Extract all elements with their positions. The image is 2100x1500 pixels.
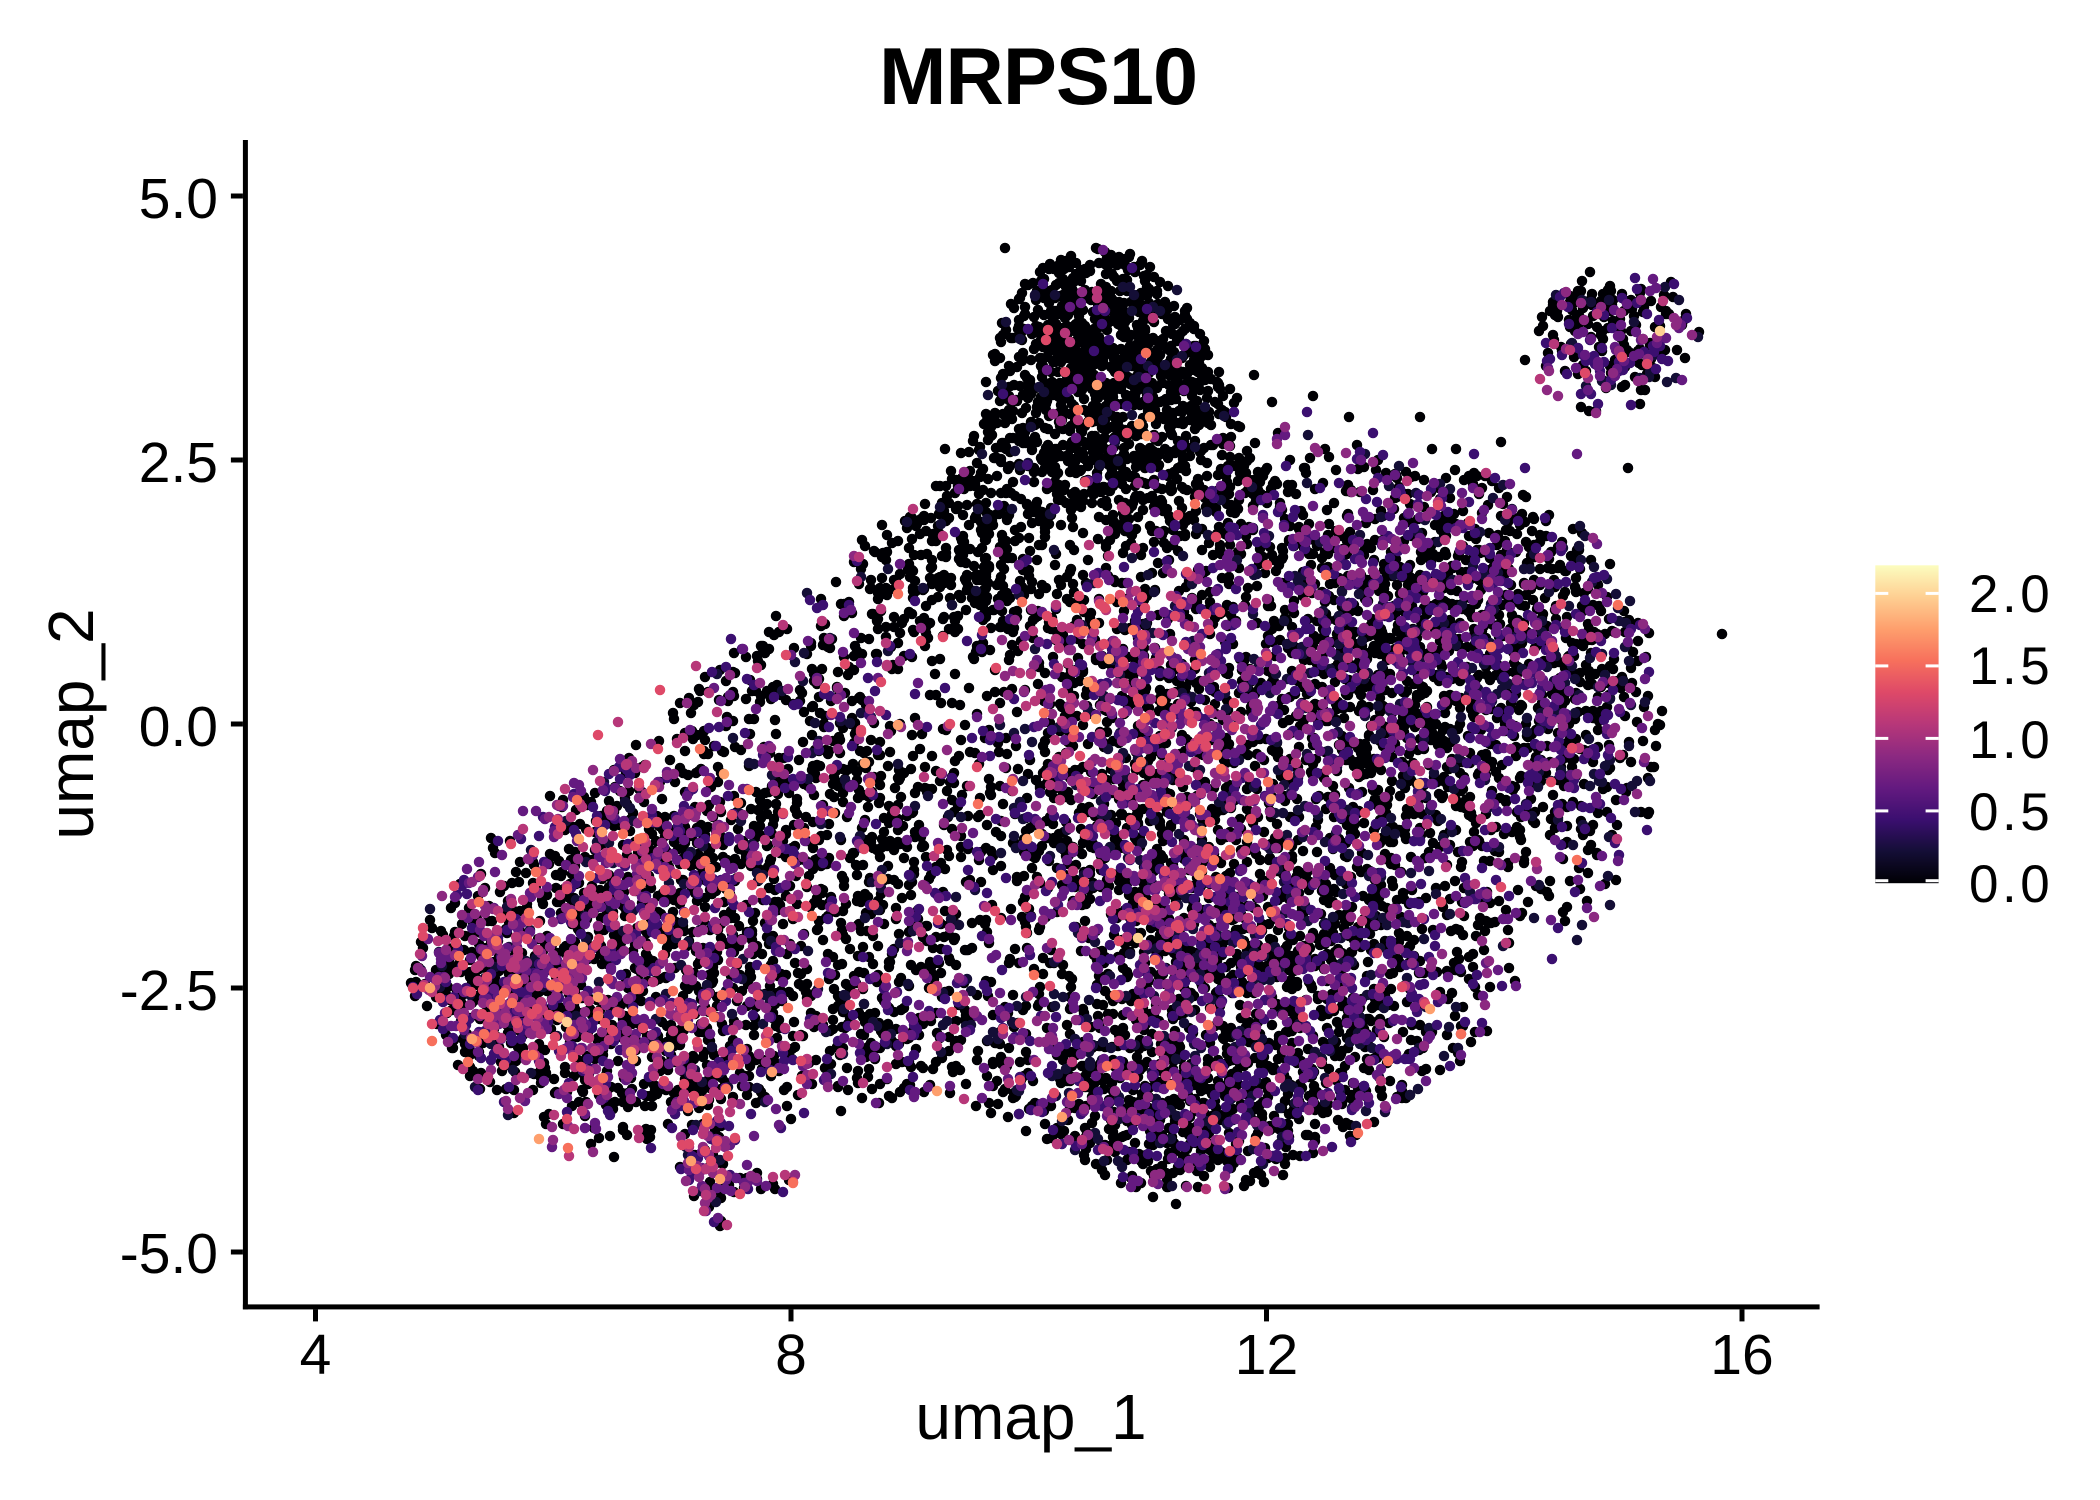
svg-text:16: 16 — [1710, 1323, 1773, 1387]
svg-text:5.0: 5.0 — [139, 167, 218, 231]
svg-text:0.0: 0.0 — [1969, 855, 2053, 914]
svg-text:umap_1: umap_1 — [915, 1381, 1146, 1453]
svg-text:umap_2: umap_2 — [35, 608, 107, 839]
svg-text:2.0: 2.0 — [1969, 565, 2053, 624]
svg-text:12: 12 — [1235, 1323, 1298, 1387]
svg-text:4: 4 — [300, 1323, 332, 1387]
svg-text:MRPS10: MRPS10 — [879, 32, 1197, 122]
svg-text:1.0: 1.0 — [1969, 711, 2053, 770]
svg-text:-2.5: -2.5 — [120, 959, 218, 1023]
svg-text:1.5: 1.5 — [1969, 637, 2053, 696]
svg-text:8: 8 — [775, 1323, 807, 1387]
svg-text:0.5: 0.5 — [1969, 783, 2053, 842]
svg-text:2.5: 2.5 — [139, 431, 218, 495]
svg-text:0.0: 0.0 — [139, 695, 218, 759]
svg-text:-5.0: -5.0 — [120, 1222, 218, 1286]
